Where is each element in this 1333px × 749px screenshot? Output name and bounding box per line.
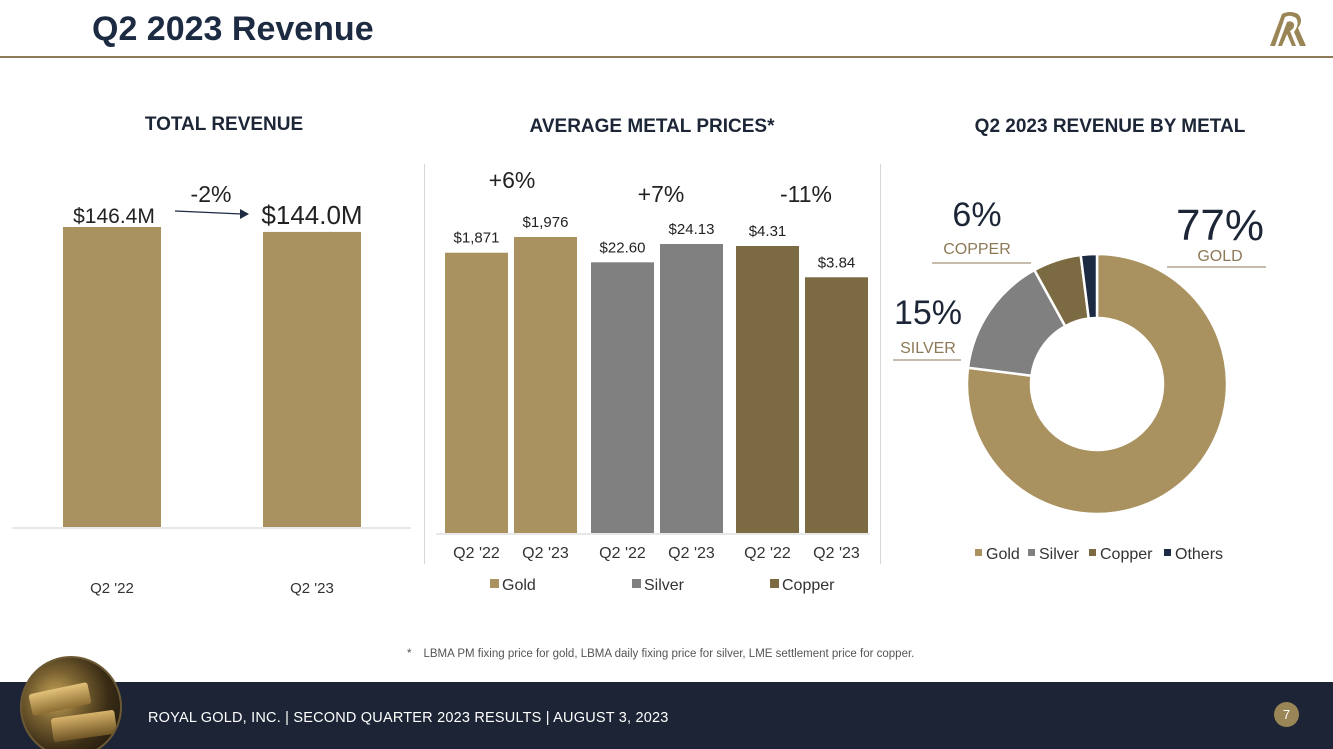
metal-price-bar [514, 237, 577, 533]
gold-bars-photo-icon [20, 656, 122, 749]
revenue-by-metal-legend-label: Copper [1100, 546, 1153, 563]
metal-price-data-label: $24.13 [669, 221, 715, 238]
donut-slice [965, 252, 1229, 516]
footer-text: ROYAL GOLD, INC. | SECOND QUARTER 2023 R… [148, 710, 669, 726]
change-arrow-icon [240, 209, 249, 219]
revenue-by-metal-legend-swatch [1089, 549, 1096, 556]
revenue-by-metal-legend-label: Silver [1039, 546, 1080, 563]
metal-price-change-label: +7% [638, 181, 685, 207]
section-divider-right [880, 164, 881, 564]
metal-price-tick-label: Q2 '23 [522, 545, 569, 562]
metal-prices-legend-swatch [490, 579, 499, 588]
total-revenue-bar [63, 227, 161, 527]
total-revenue-change-label: -2% [191, 181, 232, 207]
footnote-text: LBMA PM fixing price for gold, LBMA dail… [423, 648, 915, 660]
metal-price-bar [660, 244, 723, 533]
donut-caption-label: COPPER [943, 241, 1011, 258]
metal-prices-legend-swatch [770, 579, 779, 588]
metal-price-bar [805, 277, 868, 533]
metal-prices-legend-label: Gold [502, 577, 536, 594]
revenue-by-metal-legend-swatch [1164, 549, 1171, 556]
donut-percent-label: 77% [1176, 201, 1264, 250]
metal-price-change-label: +6% [489, 167, 536, 193]
metal-price-tick-label: Q2 '23 [668, 545, 715, 562]
metal-price-bar [736, 246, 799, 533]
metal-prices-title: AVERAGE METAL PRICES* [529, 116, 775, 137]
revenue-by-metal-legend-label: Gold [986, 546, 1020, 563]
page-number: 7 [1274, 702, 1299, 727]
section-divider-left [424, 164, 425, 564]
donut-slice [1079, 252, 1099, 320]
donut-caption-label: GOLD [1197, 248, 1242, 265]
metal-price-change-label: -11% [780, 181, 832, 207]
metal-price-tick-label: Q2 '23 [813, 545, 860, 562]
metal-price-data-label: $1,871 [454, 230, 500, 247]
footer-bar [0, 682, 1333, 749]
page-title: Q2 2023 Revenue [92, 10, 374, 48]
metal-price-tick-label: Q2 '22 [453, 545, 500, 562]
total-revenue-tick-label: Q2 '22 [90, 580, 134, 597]
donut-caption-label: SILVER [900, 340, 956, 357]
metal-prices-legend-label: Copper [782, 577, 835, 594]
metal-price-bar [445, 252, 508, 533]
total-revenue-tick-label: Q2 '23 [290, 580, 334, 597]
total-revenue-bar [263, 231, 361, 527]
footnote: * LBMA PM fixing price for gold, LBMA dai… [407, 648, 914, 660]
metal-price-data-label: $4.31 [749, 223, 787, 240]
total-revenue-data-label: $144.0M [261, 200, 362, 230]
metal-prices-legend-swatch [632, 579, 641, 588]
change-arrow-line [174, 210, 243, 215]
metal-price-data-label: $3.84 [818, 254, 856, 271]
metal-price-tick-label: Q2 '22 [599, 545, 646, 562]
metal-price-data-label: $22.60 [600, 239, 646, 256]
title-divider [0, 56, 1333, 58]
revenue-by-metal-legend-swatch [975, 549, 982, 556]
total-revenue-data-label: $146.4M [73, 205, 155, 228]
metal-price-tick-label: Q2 '22 [744, 545, 791, 562]
metal-price-bar [591, 262, 654, 533]
footnote-star: * [407, 648, 412, 660]
royal-gold-logo-icon [1270, 12, 1306, 46]
metal-prices-legend-label: Silver [644, 577, 685, 594]
revenue-by-metal-legend-swatch [1028, 549, 1035, 556]
revenue-by-metal-title: Q2 2023 REVENUE BY METAL [974, 116, 1246, 137]
donut-percent-label: 6% [952, 196, 1001, 234]
revenue-by-metal-legend-label: Others [1175, 546, 1223, 563]
donut-percent-label: 15% [894, 294, 962, 332]
total-revenue-title: TOTAL REVENUE [144, 114, 304, 135]
metal-price-data-label: $1,976 [523, 214, 569, 231]
